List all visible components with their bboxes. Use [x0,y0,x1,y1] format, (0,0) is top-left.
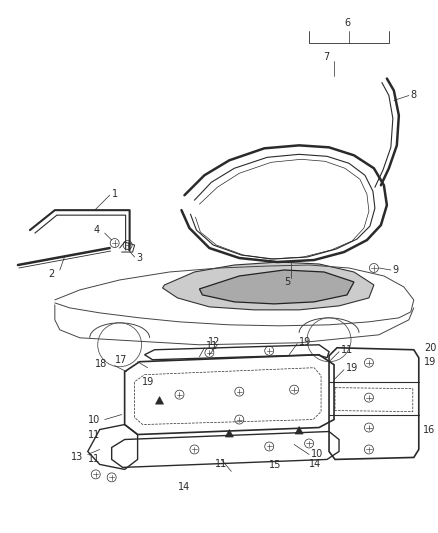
Text: 11: 11 [88,455,100,464]
Text: 8: 8 [411,90,417,100]
Text: 15: 15 [269,461,282,471]
Text: 3: 3 [137,253,143,263]
Polygon shape [225,430,233,437]
Text: 20: 20 [424,343,436,353]
Text: 14: 14 [178,482,191,492]
Text: 11: 11 [215,459,227,470]
Text: 2: 2 [49,269,55,279]
Polygon shape [155,397,163,404]
Polygon shape [162,262,374,310]
Text: 18: 18 [95,359,108,369]
Text: 11: 11 [88,430,100,440]
Text: 19: 19 [299,337,311,347]
Polygon shape [295,426,303,434]
Text: 5: 5 [284,277,290,287]
Polygon shape [199,270,354,304]
Text: 19: 19 [141,377,154,386]
Text: 7: 7 [323,52,329,62]
Text: 11: 11 [206,341,219,351]
Text: 9: 9 [393,265,399,275]
Text: 17: 17 [115,355,127,365]
Text: 19: 19 [346,362,358,373]
Text: 13: 13 [71,453,83,463]
Text: 11: 11 [341,345,353,355]
Text: 10: 10 [311,449,323,459]
Text: 1: 1 [112,189,118,199]
Text: 6: 6 [344,18,350,28]
Text: 14: 14 [309,459,321,470]
Text: 4: 4 [94,225,100,235]
Text: 19: 19 [424,357,436,367]
Text: 16: 16 [423,424,435,434]
Text: 10: 10 [88,415,100,425]
Text: 12: 12 [208,337,221,347]
